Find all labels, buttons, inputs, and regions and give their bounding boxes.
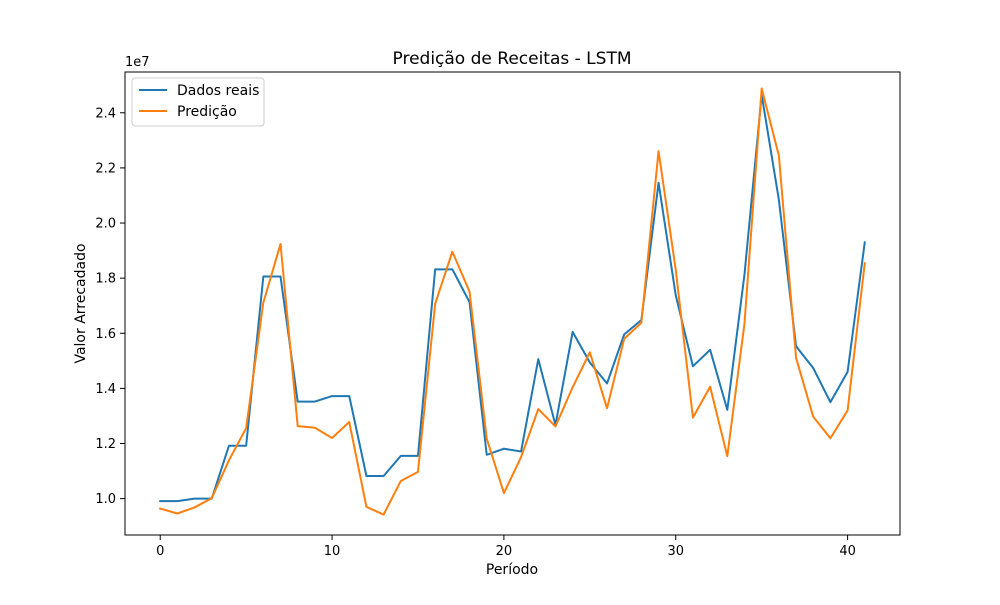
x-tick-label: 40 [839,544,856,559]
y-tick-label: 1.8 [95,272,116,287]
y-tick-label: 1.0 [95,492,116,507]
series-layer [158,87,866,516]
y-offset-label: 1e7 [125,55,150,70]
y-tick-label: 2.2 [95,161,116,176]
y-tick-label: 2.4 [95,106,116,121]
x-tick-label: 30 [667,544,684,559]
plot-frame [124,71,901,536]
y-tick-label: 1.4 [95,382,116,397]
chart-title: Predição de Receitas - LSTM [393,49,632,69]
legend-label-predicao: Predição [177,104,237,120]
x-axis-title: Período [486,562,538,578]
y-axis-title: Valor Arrecadado [73,243,89,363]
x-tick-label: 0 [156,544,164,559]
legend-label-dados-reais: Dados reais [177,83,259,99]
series-line-1 [158,87,866,516]
x-tick-label: 10 [324,544,341,559]
y-axis: 1.0 1.2 1.4 1.6 1.8 2.0 2.2 2.4 [95,106,125,507]
x-tick-label: 20 [496,544,513,559]
y-tick-label: 1.6 [95,327,116,342]
y-tick-label: 1.2 [95,437,116,452]
x-axis: 0 10 20 30 40 [156,535,856,559]
series-line-0 [159,93,866,503]
legend: Dados reais Predição [131,77,265,127]
y-tick-label: 2.0 [95,217,116,232]
